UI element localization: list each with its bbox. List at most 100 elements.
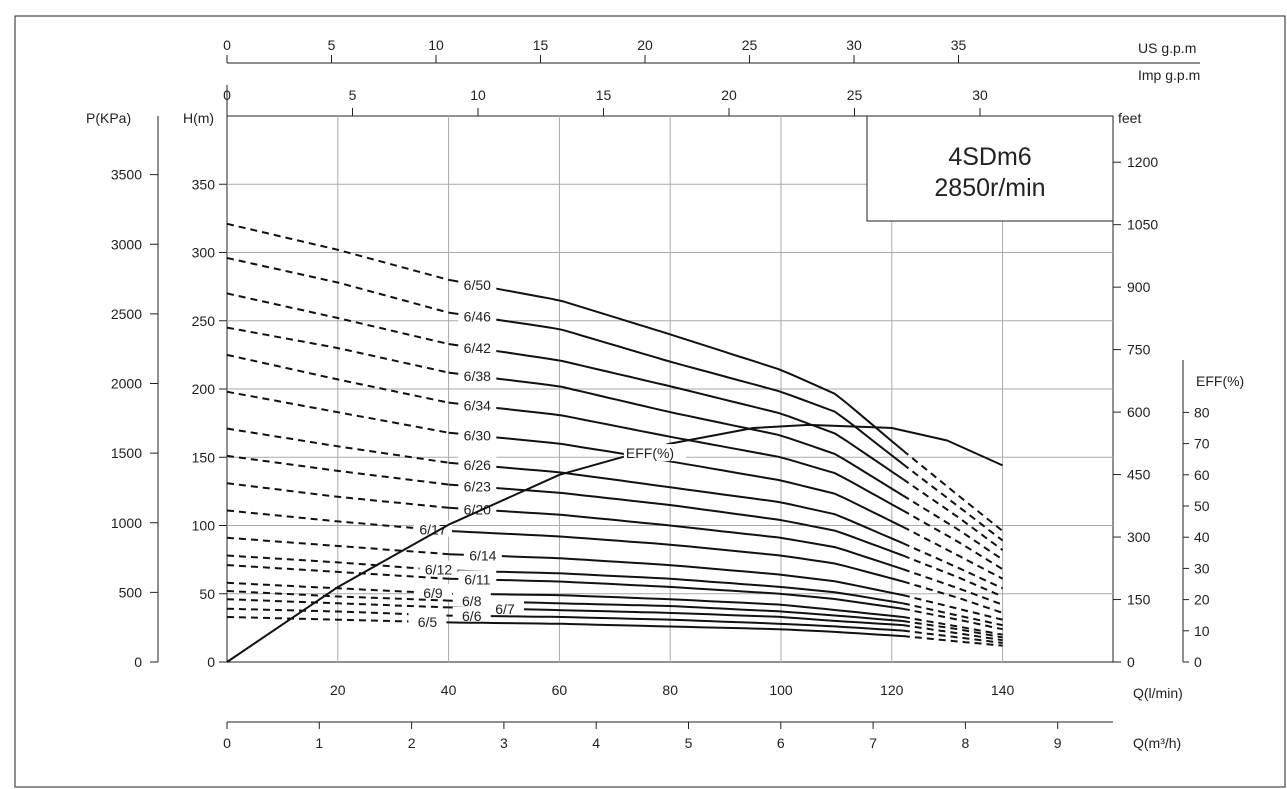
head-tick-label: 0 xyxy=(207,654,215,670)
curve-label: 6/38 xyxy=(464,368,491,384)
title-box xyxy=(866,115,1114,222)
feet-tick-label: 1200 xyxy=(1127,154,1158,170)
pressure-tick-label: 1000 xyxy=(111,515,142,531)
curve-label: 6/12 xyxy=(425,562,452,578)
curve-dashed-high xyxy=(902,542,1004,590)
us-gpm-tick-label: 30 xyxy=(846,37,862,53)
curve-dashed-high xyxy=(902,602,1003,627)
imp-gpm-tick-label: 15 xyxy=(596,87,612,103)
flow-m3h-tick-label: 7 xyxy=(869,735,877,751)
curve-dashed-high xyxy=(902,568,1003,606)
efficiency-axis: 0 10 20 30 40 50 60 70 80 xyxy=(1182,360,1210,670)
curve-solid xyxy=(448,461,904,545)
feet-tick-label: 900 xyxy=(1127,279,1151,295)
curve-label-bg xyxy=(458,426,497,443)
eff-axis-label: EFF(%) xyxy=(1196,373,1244,389)
us-gpm-tick-label: 20 xyxy=(637,37,653,53)
head-tick-label: 250 xyxy=(192,313,216,329)
curve-dashed-high xyxy=(902,554,1004,598)
flow-m3h-tick-label: 9 xyxy=(1054,735,1062,751)
curve-dashed-high xyxy=(902,449,1004,532)
curve-dashed-high xyxy=(902,580,1003,614)
curve-dashed-low xyxy=(226,292,449,345)
flow-m3h-tick-label: 1 xyxy=(315,735,323,751)
imp-gpm-tick-label: 0 xyxy=(223,87,231,103)
curve-dashed-low xyxy=(226,326,449,374)
curve-label: 6/9 xyxy=(423,585,443,601)
curve-dashed-low xyxy=(226,222,449,281)
us-gpm-tick-label: 0 xyxy=(223,37,231,53)
curve-dashed-low xyxy=(226,590,449,602)
feet-tick-label: 450 xyxy=(1127,467,1151,483)
curve-dashed-high xyxy=(902,635,1003,647)
curve-label-bg xyxy=(463,546,502,563)
curve-label: 6/5 xyxy=(418,614,438,630)
flow-lmin-tick-label: 120 xyxy=(880,682,904,698)
curve-label-bg xyxy=(419,560,458,577)
flow-lmin-label: Q(l/min) xyxy=(1133,685,1183,701)
curve-label: 6/23 xyxy=(464,479,491,495)
curve-solid xyxy=(448,599,903,622)
flow-m3h-tick-label: 2 xyxy=(408,735,416,751)
curve-solid xyxy=(448,621,903,638)
feet-tick-label: 300 xyxy=(1127,529,1151,545)
curve-solid xyxy=(448,371,904,497)
head-curves: 6/50 6/46 6/42 6/38 6/34 6/30 6/26 6/23 6/20 6/17… xyxy=(226,222,1004,647)
curve-label: 6/11 xyxy=(464,571,490,587)
curve-solid xyxy=(448,506,904,571)
flow-m3h-tick-label: 0 xyxy=(223,735,231,751)
flow-lmin-tick-label: 20 xyxy=(330,682,346,698)
flow-m3h-label: Q(m³/h) xyxy=(1133,735,1181,751)
curve-dashed-high xyxy=(902,494,1004,561)
curve-solid xyxy=(448,431,904,528)
curve-label-bg xyxy=(458,396,497,413)
feet-tick-label: 750 xyxy=(1127,342,1151,358)
feet-tick-label: 1050 xyxy=(1127,217,1158,233)
head-axis: 0 50 100 150 200 250 300 350 xyxy=(192,176,227,670)
eff-tick-label: 10 xyxy=(1194,623,1210,639)
curve-label: 6/34 xyxy=(464,398,491,414)
curve-label-bg xyxy=(458,477,497,494)
curve-label: 6/8 xyxy=(462,593,482,609)
pressure-tick-label: 0 xyxy=(134,654,142,670)
curve-label-bg xyxy=(458,275,497,292)
us-gpm-tick-label: 15 xyxy=(533,37,549,53)
flow-m3h-tick-label: 8 xyxy=(962,735,970,751)
us-gpm-tick-label: 25 xyxy=(742,37,758,53)
curve-dashed-low xyxy=(226,482,449,509)
feet-tick-label: 150 xyxy=(1127,592,1151,608)
curve-label: 6/7 xyxy=(495,601,515,617)
efficiency-line xyxy=(226,423,1004,663)
curve-label-bg xyxy=(458,339,497,356)
curve-solid xyxy=(448,577,904,610)
figure-border xyxy=(14,15,1286,788)
curve-dashed-low xyxy=(226,509,449,532)
imp-gpm-label: Imp g.p.m xyxy=(1138,67,1200,83)
curve-label: 6/50 xyxy=(464,277,491,293)
curve-label-bg xyxy=(413,520,452,537)
head-tick-label: 100 xyxy=(192,518,216,534)
flow-lmin-tick-label: 80 xyxy=(662,682,678,698)
curve-label: 6/46 xyxy=(464,309,491,325)
head-tick-label: 150 xyxy=(192,449,216,465)
pressure-tick-label: 3000 xyxy=(111,236,142,252)
imp-gpm-tick-label: 20 xyxy=(721,87,737,103)
curve-dashed-low xyxy=(226,554,449,572)
curve-dashed-high xyxy=(902,463,1004,542)
curve-dashed-high xyxy=(902,620,1003,639)
curve-label-bg xyxy=(452,606,491,623)
imp-gpm-tick-label: 10 xyxy=(470,87,486,103)
curve-label: 6/30 xyxy=(464,427,491,443)
pressure-tick-label: 2000 xyxy=(111,376,142,392)
curve-dashed-high xyxy=(902,509,1004,571)
curve-dashed-high xyxy=(902,629,1003,644)
head-tick-label: 200 xyxy=(192,381,216,397)
head-tick-label: 300 xyxy=(192,245,216,261)
flow-lmin-tick-label: 40 xyxy=(441,682,457,698)
curve-dashed-low xyxy=(226,427,449,464)
curve-label: 6/26 xyxy=(464,457,491,473)
curve-solid xyxy=(448,311,904,465)
curve-solid xyxy=(448,569,904,605)
flow-m3h-tick-label: 5 xyxy=(685,735,693,751)
